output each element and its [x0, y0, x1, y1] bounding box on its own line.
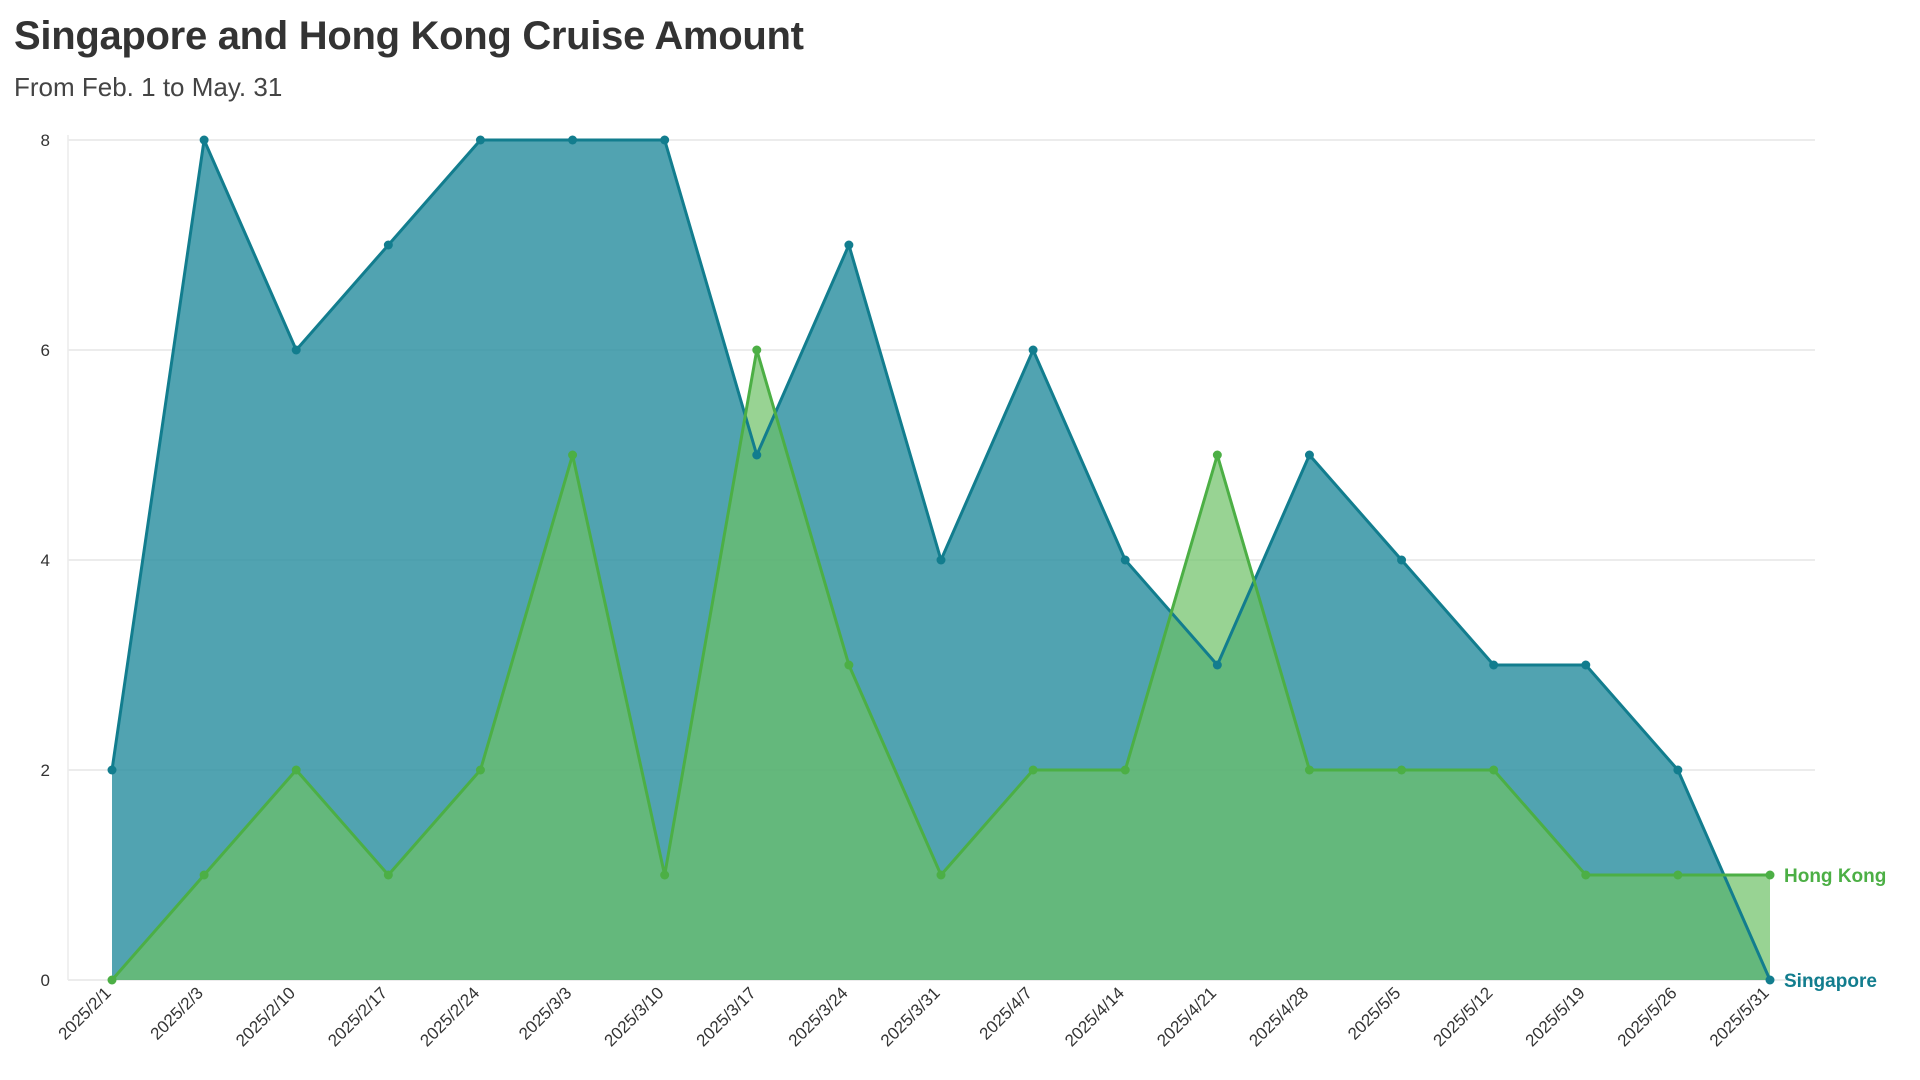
data-point: [1397, 765, 1407, 775]
data-points: [107, 135, 1775, 985]
data-point: [383, 870, 393, 880]
data-point: [199, 135, 209, 145]
series-label-singapore: Singapore: [1784, 971, 1877, 992]
data-point: [1120, 765, 1130, 775]
data-point: [660, 135, 670, 145]
data-point: [1489, 660, 1499, 670]
data-point: [1673, 765, 1683, 775]
x-tick-label: 2025/3/24: [785, 983, 852, 1050]
data-point: [291, 765, 301, 775]
x-tick-label: 2025/4/28: [1245, 983, 1312, 1050]
x-tick-label: 2025/4/7: [976, 983, 1036, 1043]
data-point: [475, 135, 485, 145]
x-tick-label: 2025/3/3: [515, 983, 575, 1043]
x-tick-label: 2025/5/19: [1522, 983, 1589, 1050]
x-tick-label: 2025/4/14: [1061, 983, 1128, 1050]
data-point: [107, 975, 117, 985]
data-point: [844, 660, 854, 670]
data-point: [936, 870, 946, 880]
x-tick-label: 2025/5/26: [1614, 983, 1681, 1050]
series-area-hong-kong: [112, 350, 1770, 980]
series-labels: Singapore Hong Kong: [1784, 866, 1886, 992]
x-tick-label: 2025/4/21: [1153, 983, 1220, 1050]
y-tick-label: 4: [41, 551, 50, 570]
x-tick-label: 2025/2/10: [232, 983, 299, 1050]
data-point: [844, 240, 854, 250]
data-point: [568, 135, 578, 145]
y-tick-label: 0: [41, 971, 50, 990]
x-tick-label: 2025/5/5: [1344, 983, 1404, 1043]
data-point: [1212, 450, 1222, 460]
data-point: [660, 870, 670, 880]
data-point: [1397, 555, 1407, 565]
x-tick-label: 2025/5/31: [1706, 983, 1773, 1050]
data-point: [1212, 660, 1222, 670]
x-tick-label: 2025/2/17: [324, 983, 391, 1050]
data-point: [107, 765, 117, 775]
data-point: [1489, 765, 1499, 775]
data-point: [752, 450, 762, 460]
data-point: [291, 345, 301, 355]
data-point: [1304, 450, 1314, 460]
y-tick-label: 8: [41, 131, 50, 150]
x-tick-label: 2025/3/31: [877, 983, 944, 1050]
series-label-hong-kong: Hong Kong: [1784, 866, 1886, 887]
data-point: [199, 870, 209, 880]
data-point: [475, 765, 485, 775]
data-point: [1028, 765, 1038, 775]
x-tick-label: 2025/3/17: [693, 983, 760, 1050]
data-point: [383, 240, 393, 250]
data-point: [1673, 870, 1683, 880]
chart-subtitle: From Feb. 1 to May. 31: [14, 72, 283, 102]
chart-title: Singapore and Hong Kong Cruise Amount: [14, 14, 804, 58]
data-point: [1120, 555, 1130, 565]
data-point: [1581, 660, 1591, 670]
y-tick-label: 6: [41, 341, 50, 360]
x-tick-label: 2025/2/24: [416, 983, 483, 1050]
x-tick-label: 2025/2/3: [147, 983, 207, 1043]
x-tick-label: 2025/5/12: [1430, 983, 1497, 1050]
data-point: [568, 450, 578, 460]
x-tick-label: 2025/2/1: [55, 983, 115, 1043]
data-point: [752, 345, 762, 355]
y-tick-label: 2: [41, 761, 50, 780]
data-point: [1581, 870, 1591, 880]
data-point: [1028, 345, 1038, 355]
x-tick-label: 2025/3/10: [601, 983, 668, 1050]
data-point: [1765, 975, 1775, 985]
data-point: [1765, 870, 1775, 880]
data-point: [936, 555, 946, 565]
data-point: [1304, 765, 1314, 775]
